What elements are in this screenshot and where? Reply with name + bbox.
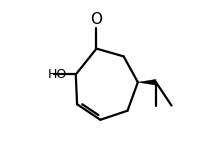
Text: O: O bbox=[91, 12, 102, 27]
Text: HO: HO bbox=[47, 68, 67, 81]
Polygon shape bbox=[138, 79, 156, 85]
